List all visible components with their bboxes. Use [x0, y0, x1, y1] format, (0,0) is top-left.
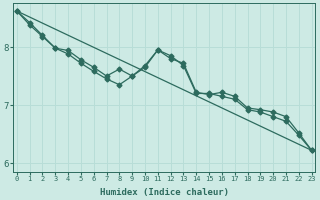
X-axis label: Humidex (Indice chaleur): Humidex (Indice chaleur) [100, 188, 229, 197]
